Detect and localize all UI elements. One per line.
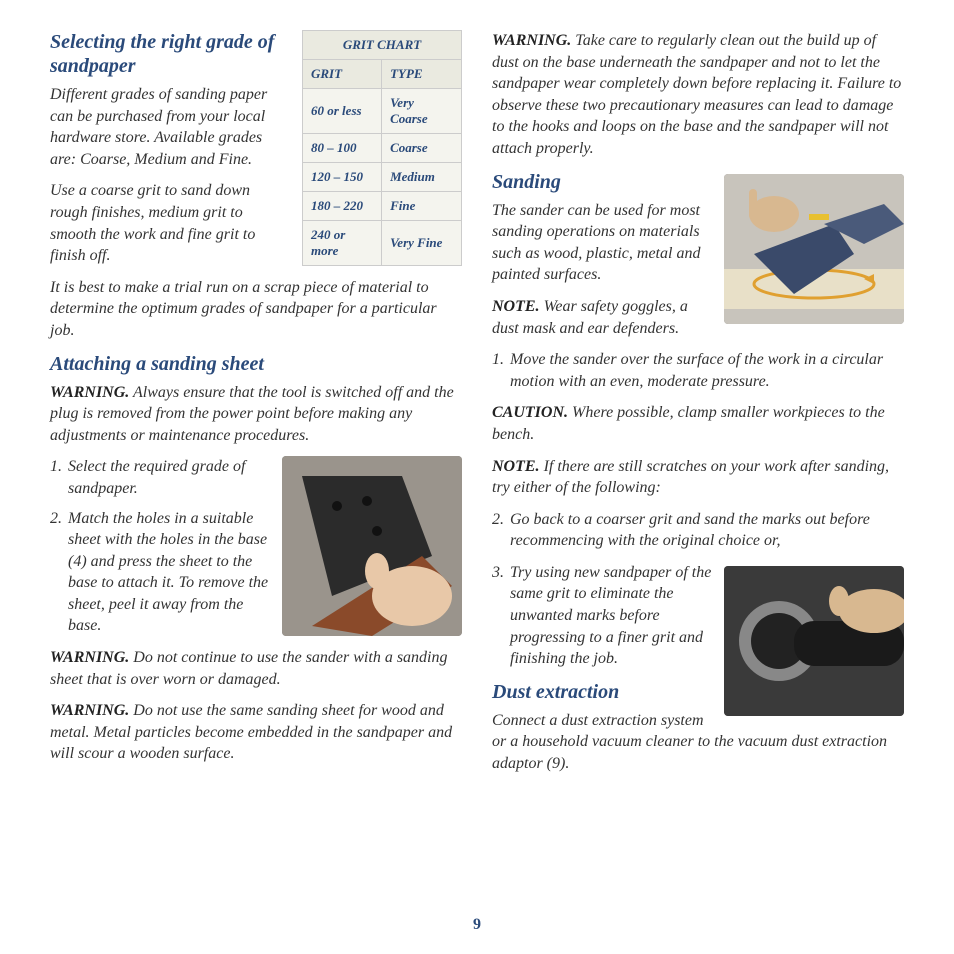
caution-label: CAUTION.: [492, 404, 568, 421]
table-row: 240 or moreVery Fine: [303, 221, 462, 266]
warning-paragraph: WARNING. Do not use the same sanding she…: [50, 700, 462, 765]
note-label: NOTE.: [492, 458, 540, 475]
attach-steps-list: Select the required grade of sandpaper. …: [50, 456, 462, 637]
table-row: 180 – 220Fine: [303, 192, 462, 221]
list-item: Match the holes in a suitable sheet with…: [50, 508, 462, 638]
warning-text: Take care to regularly clean out the bui…: [492, 32, 901, 157]
caution-paragraph: CAUTION. Where possible, clamp smaller w…: [492, 402, 904, 445]
page-number: 9: [0, 916, 954, 934]
grit-chart-table: GRIT CHART GRIT TYPE 60 or lessVery Coar…: [302, 30, 462, 266]
two-column-layout: GRIT CHART GRIT TYPE 60 or lessVery Coar…: [50, 30, 904, 785]
note-text: If there are still scratches on your wor…: [492, 458, 889, 497]
right-column: WARNING. Take care to regularly clean ou…: [492, 30, 904, 785]
table-row: 60 or lessVery Coarse: [303, 89, 462, 134]
sanding-operation-image: [724, 174, 904, 324]
sanding-section: Sanding The sander can be used for most …: [492, 170, 904, 350]
dust-section: Try using new sandpaper of the same grit…: [492, 562, 904, 785]
list-item: Try using new sandpaper of the same grit…: [492, 562, 904, 670]
warning-paragraph: WARNING. Take care to regularly clean ou…: [492, 30, 904, 160]
list-item: Select the required grade of sandpaper.: [50, 456, 462, 499]
sanding-steps-list: Move the sander over the surface of the …: [492, 349, 904, 392]
select-section: GRIT CHART GRIT TYPE 60 or lessVery Coar…: [50, 30, 462, 352]
warning-label: WARNING.: [492, 32, 571, 49]
warning-paragraph: WARNING. Always ensure that the tool is …: [50, 382, 462, 447]
heading-attaching: Attaching a sanding sheet: [50, 352, 462, 376]
type-col-header: TYPE: [382, 60, 462, 89]
grit-col-header: GRIT: [303, 60, 382, 89]
left-column: GRIT CHART GRIT TYPE 60 or lessVery Coar…: [50, 30, 462, 785]
warning-paragraph: WARNING. Do not continue to use the sand…: [50, 647, 462, 690]
sanding-steps-list-3: Try using new sandpaper of the same grit…: [492, 562, 904, 670]
warning-label: WARNING.: [50, 384, 129, 401]
list-item: Go back to a coarser grit and sand the m…: [492, 509, 904, 552]
list-item: Move the sander over the surface of the …: [492, 349, 904, 392]
sanding-steps-list-2: Go back to a coarser grit and sand the m…: [492, 509, 904, 552]
paragraph: Connect a dust extraction system or a ho…: [492, 710, 904, 775]
paragraph: It is best to make a trial run on a scra…: [50, 277, 462, 342]
grit-chart-title: GRIT CHART: [303, 31, 462, 60]
note-label: NOTE.: [492, 298, 540, 315]
table-row: 120 – 150Medium: [303, 163, 462, 192]
warning-label: WARNING.: [50, 702, 129, 719]
attach-steps-area: Select the required grade of sandpaper. …: [50, 456, 462, 647]
warning-label: WARNING.: [50, 649, 129, 666]
note-paragraph: NOTE. If there are still scratches on yo…: [492, 456, 904, 499]
table-row: 80 – 100Coarse: [303, 134, 462, 163]
